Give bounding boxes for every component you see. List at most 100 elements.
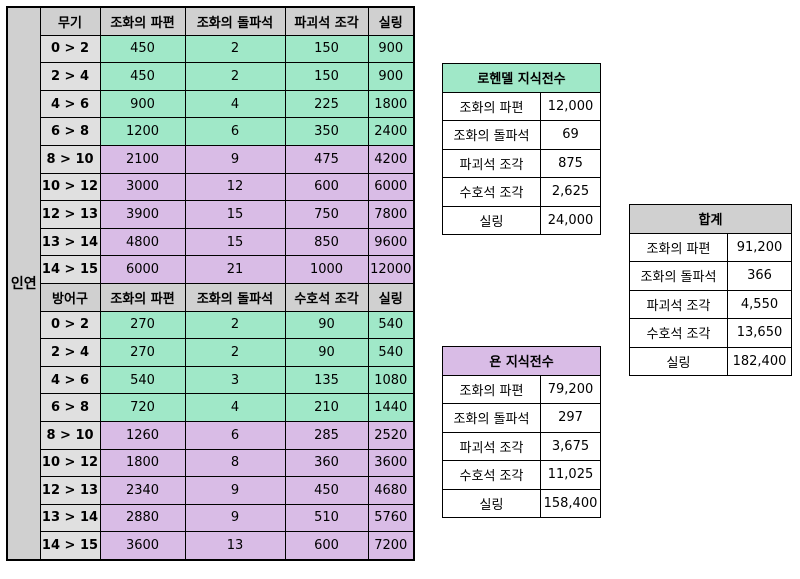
value-cell: 360 — [284, 448, 369, 478]
yun-row: 조화의 파편 79,200 — [442, 374, 601, 404]
armor-header-cell: 조화의 돌파석 — [184, 282, 286, 312]
yun-row: 수호석 조각 11,025 — [442, 460, 601, 490]
value-cell: 2 — [184, 62, 286, 91]
value-cell: 1260 — [99, 420, 186, 450]
total-value-cell: 182,400 — [727, 346, 792, 376]
value-cell: 2 — [184, 310, 286, 340]
yun-value-cell: 297 — [540, 403, 601, 433]
value-cell: 135 — [284, 365, 369, 395]
total-label-cell: 수호석 조각 — [629, 318, 728, 348]
value-cell: 210 — [284, 393, 369, 422]
yun-label-cell: 파괴석 조각 — [442, 431, 541, 461]
total-row: 조화의 돌파석 366 — [629, 261, 792, 291]
level-cell: 14 > 15 — [39, 531, 101, 561]
level-cell: 8 > 10 — [39, 144, 101, 174]
value-cell: 6000 — [99, 255, 186, 284]
value-cell: 225 — [284, 89, 369, 119]
total-value-cell: 366 — [727, 261, 792, 291]
total-label-cell: 파괴석 조각 — [629, 289, 728, 319]
lohen-summary-table: 로헨델 지식전수 조화의 파편 12,000 조화의 돌파석 69 파괴석 조각 875 수… — [442, 63, 601, 235]
level-cell: 13 > 14 — [39, 227, 101, 257]
total-label-cell: 실링 — [629, 346, 728, 376]
table-row: 13 > 14 4800 15 850 9600 — [7, 227, 415, 257]
value-cell: 2 — [184, 338, 286, 367]
value-cell: 9 — [184, 144, 286, 174]
value-cell: 540 — [367, 338, 415, 367]
lohen-label-cell: 조화의 돌파석 — [442, 120, 541, 150]
value-cell: 6000 — [367, 172, 415, 202]
lohen-value-cell: 24,000 — [540, 205, 601, 235]
table-row: 2 > 4 450 2 150 900 — [7, 62, 415, 91]
value-cell: 475 — [284, 144, 369, 174]
yun-value-cell: 11,025 — [540, 460, 601, 490]
value-cell: 9 — [184, 503, 286, 533]
value-cell: 270 — [99, 310, 186, 340]
value-cell: 3 — [184, 365, 286, 395]
table-row: 14 > 15 3600 13 600 7200 — [7, 531, 415, 561]
value-cell: 15 — [184, 227, 286, 257]
weapon-header-row: 인연 무기 조화의 파편 조화의 돌파석 파괴석 조각 실링 — [6, 6, 415, 561]
table-row: 4 > 6 540 3 135 1080 — [7, 365, 415, 395]
table-row: 4 > 6 900 4 225 1800 — [7, 89, 415, 119]
value-cell: 1800 — [367, 89, 415, 119]
value-cell: 90 — [284, 338, 369, 367]
level-cell: 0 > 2 — [39, 310, 101, 340]
table-row: 8 > 10 1260 6 285 2520 — [7, 420, 415, 450]
yun-title: 욘 지식전수 — [442, 346, 601, 376]
weapon-header-cell: 조화의 파편 — [99, 6, 186, 36]
value-cell: 270 — [99, 338, 186, 367]
armor-header-row: 방어구 조화의 파편 조화의 돌파석 수호석 조각 실링 — [7, 282, 415, 312]
lohen-row: 수호석 조각 2,625 — [442, 177, 601, 207]
level-cell: 4 > 6 — [39, 365, 101, 395]
value-cell: 6 — [184, 117, 286, 146]
value-cell: 1440 — [367, 393, 415, 422]
lohen-label-cell: 수호석 조각 — [442, 177, 541, 207]
table-row: 12 > 13 2340 9 450 4680 — [7, 476, 415, 505]
value-cell: 12000 — [367, 255, 415, 284]
level-cell: 0 > 2 — [39, 34, 101, 64]
lohen-row: 파괴석 조각 875 — [442, 148, 601, 178]
table-row: 2 > 4 270 2 90 540 — [7, 338, 415, 367]
value-cell: 5760 — [367, 503, 415, 533]
lohen-row: 조화의 파편 12,000 — [442, 91, 601, 121]
level-cell: 10 > 12 — [39, 448, 101, 478]
value-cell: 6 — [184, 420, 286, 450]
yun-row: 파괴석 조각 3,675 — [442, 431, 601, 461]
yun-value-cell: 3,675 — [540, 431, 601, 461]
total-row: 수호석 조각 13,650 — [629, 318, 792, 348]
value-cell: 2400 — [367, 117, 415, 146]
yun-label-cell: 실링 — [442, 488, 541, 518]
weapon-header-cell: 파괴석 조각 — [284, 6, 369, 36]
value-cell: 540 — [99, 365, 186, 395]
value-cell: 3600 — [367, 448, 415, 478]
level-cell: 6 > 8 — [39, 393, 101, 422]
table-row: 14 > 15 6000 21 1000 12000 — [7, 255, 415, 284]
value-cell: 750 — [284, 200, 369, 229]
total-summary-table: 합계 조화의 파편 91,200 조화의 돌파석 366 파괴석 조각 4,550 수호석 … — [629, 204, 792, 376]
level-cell: 13 > 14 — [39, 503, 101, 533]
value-cell: 12 — [184, 172, 286, 202]
level-cell: 10 > 12 — [39, 172, 101, 202]
value-cell: 450 — [284, 476, 369, 505]
value-cell: 2 — [184, 34, 286, 64]
value-cell: 2100 — [99, 144, 186, 174]
value-cell: 7800 — [367, 200, 415, 229]
value-cell: 600 — [284, 172, 369, 202]
value-cell: 4200 — [367, 144, 415, 174]
lohen-label-cell: 실링 — [442, 205, 541, 235]
value-cell: 850 — [284, 227, 369, 257]
side-label: 인연 — [6, 6, 41, 561]
level-cell: 2 > 4 — [39, 62, 101, 91]
value-cell: 450 — [99, 34, 186, 64]
value-cell: 3000 — [99, 172, 186, 202]
total-value-cell: 91,200 — [727, 232, 792, 262]
lohen-value-cell: 69 — [540, 120, 601, 150]
level-cell: 8 > 10 — [39, 420, 101, 450]
table-row: 8 > 10 2100 9 475 4200 — [7, 144, 415, 174]
value-cell: 900 — [367, 34, 415, 64]
table-row: 6 > 8 720 4 210 1440 — [7, 393, 415, 422]
armor-header-cell: 방어구 — [39, 282, 101, 312]
lohen-label-cell: 파괴석 조각 — [442, 148, 541, 178]
yun-label-cell: 조화의 파편 — [442, 374, 541, 404]
lohen-value-cell: 875 — [540, 148, 601, 178]
